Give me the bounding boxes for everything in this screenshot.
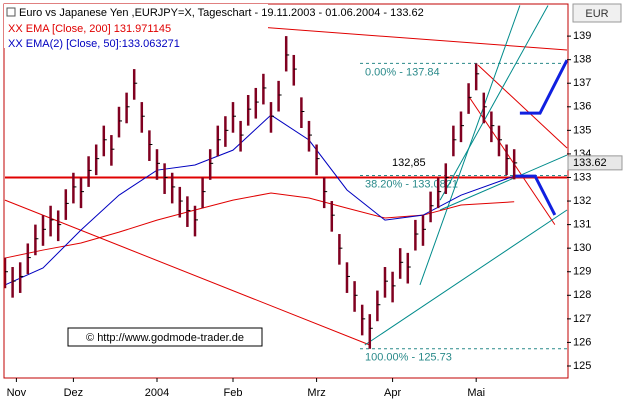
annotation: 132,85 bbox=[392, 157, 426, 169]
trendline bbox=[477, 64, 568, 149]
x-tick-label: Nov bbox=[7, 387, 27, 399]
currency-box bbox=[572, 3, 622, 23]
x-tick-label: Feb bbox=[224, 387, 243, 399]
y-tick-label: 128 bbox=[573, 289, 591, 301]
y-tick-label: 136 bbox=[573, 101, 591, 113]
y-tick-label: 135 bbox=[573, 124, 591, 136]
x-tick-label: Mrz bbox=[307, 387, 325, 399]
x-tick-label: Dez bbox=[64, 387, 84, 399]
x-tick-label: Apr bbox=[384, 387, 401, 399]
fib-label: 100.00% - 125.73 bbox=[365, 352, 452, 364]
plot-border bbox=[3, 3, 569, 379]
price-tag-label: 133.62 bbox=[573, 157, 607, 169]
fib-label: 0.00% - 137.84 bbox=[365, 66, 440, 78]
y-tick-label: 138 bbox=[573, 54, 591, 66]
y-tick-label: 133 bbox=[573, 171, 591, 183]
y-tick-label: 132 bbox=[573, 195, 591, 207]
icon bbox=[6, 7, 16, 17]
trendline bbox=[519, 59, 569, 115]
currency: EUR bbox=[585, 8, 608, 20]
y-tick-label: 129 bbox=[573, 266, 591, 278]
watermark-box bbox=[67, 327, 263, 347]
trendline bbox=[439, 154, 568, 211]
trendline bbox=[467, 94, 556, 225]
x-tick-label: Mai bbox=[467, 387, 485, 399]
fib-label: 38.20% - 133.0821 bbox=[365, 178, 458, 190]
y-tick-label: 126 bbox=[573, 336, 591, 348]
trendline bbox=[364, 209, 568, 346]
trendline bbox=[514, 174, 557, 216]
y-tick-label: 130 bbox=[573, 242, 591, 254]
legend-entry: XX EMA(2) [Close, 50]:133.063271 bbox=[8, 38, 180, 50]
legend-entry: XX EMA [Close, 200] 131.971145 bbox=[8, 23, 171, 35]
y-tick-label: 125 bbox=[573, 360, 591, 372]
x-tick-label: 2004 bbox=[145, 387, 169, 399]
trendline bbox=[4, 199, 370, 346]
ema-line bbox=[4, 114, 515, 286]
y-tick-label: 127 bbox=[573, 313, 591, 325]
y-tick-label: 139 bbox=[573, 30, 591, 42]
trendline bbox=[439, 5, 549, 201]
chart-title: Euro vs Japanese Yen ,EURJPY=X, Tagescha… bbox=[19, 7, 424, 19]
plot-area: 0.00% - 137.84 38.20% - 133.0821 100.00% -… bbox=[3, 5, 569, 364]
watermark: © http://www.godmode-trader.de bbox=[86, 332, 244, 344]
price-tag bbox=[567, 155, 623, 171]
y-tick-label: 137 bbox=[573, 77, 591, 89]
y-tick-label: 131 bbox=[573, 219, 591, 231]
header-background bbox=[4, 4, 268, 48]
trendline bbox=[419, 5, 521, 286]
